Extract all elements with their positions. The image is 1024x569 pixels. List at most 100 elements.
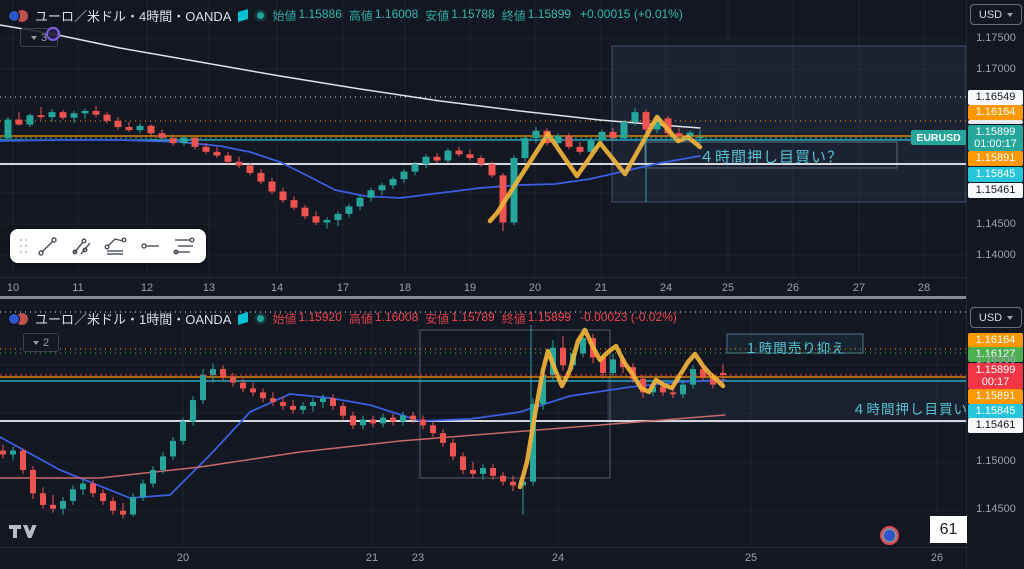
candle-body bbox=[90, 483, 96, 494]
candle-body bbox=[389, 179, 397, 186]
tradingview-logo[interactable] bbox=[8, 524, 40, 540]
candle-body bbox=[700, 369, 706, 377]
drag-handle-icon[interactable] bbox=[18, 236, 28, 256]
parallel-channel-tool-button[interactable] bbox=[170, 232, 198, 260]
candle-body bbox=[450, 442, 456, 457]
countdown-timer: 00:17 bbox=[981, 376, 1010, 388]
time-axis-label: 12 bbox=[140, 282, 154, 294]
ma-red[interactable] bbox=[0, 414, 726, 479]
candle-body bbox=[140, 483, 146, 498]
ohlc-item: 始値 1.15886 bbox=[272, 7, 342, 23]
double-trend-line-tool-button[interactable] bbox=[68, 232, 96, 260]
candle-body bbox=[554, 135, 562, 144]
zone-box-drawing[interactable] bbox=[419, 329, 611, 479]
candle-body bbox=[670, 392, 676, 395]
top-time-axis[interactable]: 10 11 12 13 14 17 18 19 20 21 24 25 26 27 28 bbox=[0, 277, 966, 297]
ma-blue[interactable] bbox=[0, 379, 726, 499]
ma-blue[interactable] bbox=[0, 139, 701, 199]
candle-body bbox=[488, 164, 496, 176]
price-level-badge: 1.16549 bbox=[968, 89, 1023, 105]
bottom-indicators-collapse-button[interactable]: 2 bbox=[23, 333, 59, 352]
flag-icon[interactable] bbox=[237, 9, 249, 22]
candle-body bbox=[114, 120, 122, 128]
bottom-pane-title[interactable]: ユーロ／米ドル・1時間・OANDA bbox=[35, 312, 232, 327]
time-axis-label: 11 bbox=[72, 282, 84, 294]
price-level-badge: 1.15461 bbox=[968, 417, 1023, 433]
candle-body bbox=[420, 419, 426, 426]
time-axis-label: 13 bbox=[202, 282, 216, 294]
candle-body bbox=[37, 115, 45, 118]
candle-body bbox=[246, 165, 254, 173]
candle-body bbox=[260, 392, 266, 399]
candle-body bbox=[224, 155, 232, 162]
bottom-currency-button[interactable]: USD bbox=[970, 307, 1022, 328]
eu-flag-marker-icon[interactable] bbox=[880, 526, 899, 545]
zigzag-yellow[interactable] bbox=[517, 327, 726, 490]
candle-body bbox=[280, 402, 286, 406]
price-scale-label: 1.14500 bbox=[976, 218, 1016, 230]
candle-body bbox=[580, 338, 586, 354]
candle-body bbox=[100, 493, 106, 502]
candle-body bbox=[160, 456, 166, 470]
eurusd-pair-icon bbox=[8, 9, 29, 23]
top-pane-header: ユーロ／米ドル・4時間・OANDA 始値 1.15886 高値 1.16008 安値 1.… bbox=[8, 6, 683, 25]
candle-body bbox=[300, 405, 306, 410]
time-axis-label: 26 bbox=[930, 552, 944, 564]
candle-body bbox=[686, 132, 694, 136]
candle-body bbox=[470, 469, 476, 474]
candle-body bbox=[268, 181, 276, 192]
pane-separator[interactable] bbox=[0, 296, 966, 299]
candle-body bbox=[15, 119, 23, 125]
candle-body bbox=[390, 417, 396, 422]
time-axis-label: 25 bbox=[721, 282, 735, 294]
candle-body bbox=[660, 386, 666, 393]
time-axis-label: 23 bbox=[411, 552, 425, 564]
zone-box-drawing[interactable] bbox=[644, 141, 898, 169]
time-axis-label: 25 bbox=[744, 552, 758, 564]
candle-body bbox=[460, 456, 466, 470]
annotation-1h-sell-cap[interactable]: １時間売り抑え bbox=[744, 341, 846, 356]
top-currency-button[interactable]: USD bbox=[970, 4, 1022, 25]
price-level-badge: 1.15891 bbox=[968, 150, 1023, 166]
candle-body bbox=[720, 372, 726, 375]
trend-line-tool-button[interactable] bbox=[34, 232, 62, 260]
candle-body bbox=[70, 489, 76, 502]
bottom-pane-header: ユーロ／米ドル・1時間・OANDA 始値 1.15920 高値 1.16008 安値 1.… bbox=[8, 309, 677, 328]
zigzag-yellow[interactable] bbox=[487, 114, 703, 224]
annotation-4h-dip-buy-question[interactable]: ４時間押し目買い？ bbox=[698, 149, 843, 166]
candle-body bbox=[680, 384, 686, 395]
time-axis-label: 18 bbox=[398, 282, 412, 294]
bottom-time-axis[interactable]: 20 21 23 24 25 26 bbox=[0, 547, 966, 569]
candle-body bbox=[158, 133, 166, 139]
candle-body bbox=[202, 146, 210, 152]
candle-body bbox=[235, 161, 243, 166]
horizontal-line-tool-button[interactable] bbox=[136, 232, 164, 260]
ohlc-item: 安値 1.15789 bbox=[425, 310, 495, 326]
candle-body bbox=[130, 497, 136, 515]
candle-body bbox=[279, 191, 287, 201]
price-scale-column[interactable]: USD USD 1.17500 1.17000 1.16549 1.16164 1.15… bbox=[966, 0, 1024, 569]
annotation-4h-dip-buy[interactable]: ４時間押し目買い bbox=[852, 402, 968, 417]
candle-body bbox=[210, 369, 216, 375]
price-scale-label: 1.15000 bbox=[976, 455, 1016, 467]
candle-body bbox=[4, 119, 12, 139]
chart-panel-eurusd-1h bbox=[0, 303, 967, 547]
candle-body bbox=[444, 150, 452, 161]
top-pane-title[interactable]: ユーロ／米ドル・4時間・OANDA bbox=[35, 9, 232, 24]
candle-body bbox=[70, 113, 78, 118]
flag-icon[interactable] bbox=[237, 312, 249, 325]
ma-white-long[interactable] bbox=[0, 24, 701, 129]
ohlc-item: 終値 1.15899 bbox=[501, 7, 572, 23]
candle-body bbox=[598, 131, 606, 141]
candle-body bbox=[609, 131, 617, 139]
indicator-point-marker[interactable] bbox=[46, 27, 60, 41]
chevron-down-icon bbox=[30, 35, 37, 40]
currency-label: USD bbox=[978, 311, 1003, 324]
candle-body bbox=[653, 118, 661, 130]
path-tool-button[interactable] bbox=[102, 232, 130, 260]
candle-body bbox=[26, 115, 34, 125]
candle-body bbox=[664, 118, 672, 134]
candle-body bbox=[367, 190, 375, 198]
candle-body bbox=[600, 357, 606, 373]
